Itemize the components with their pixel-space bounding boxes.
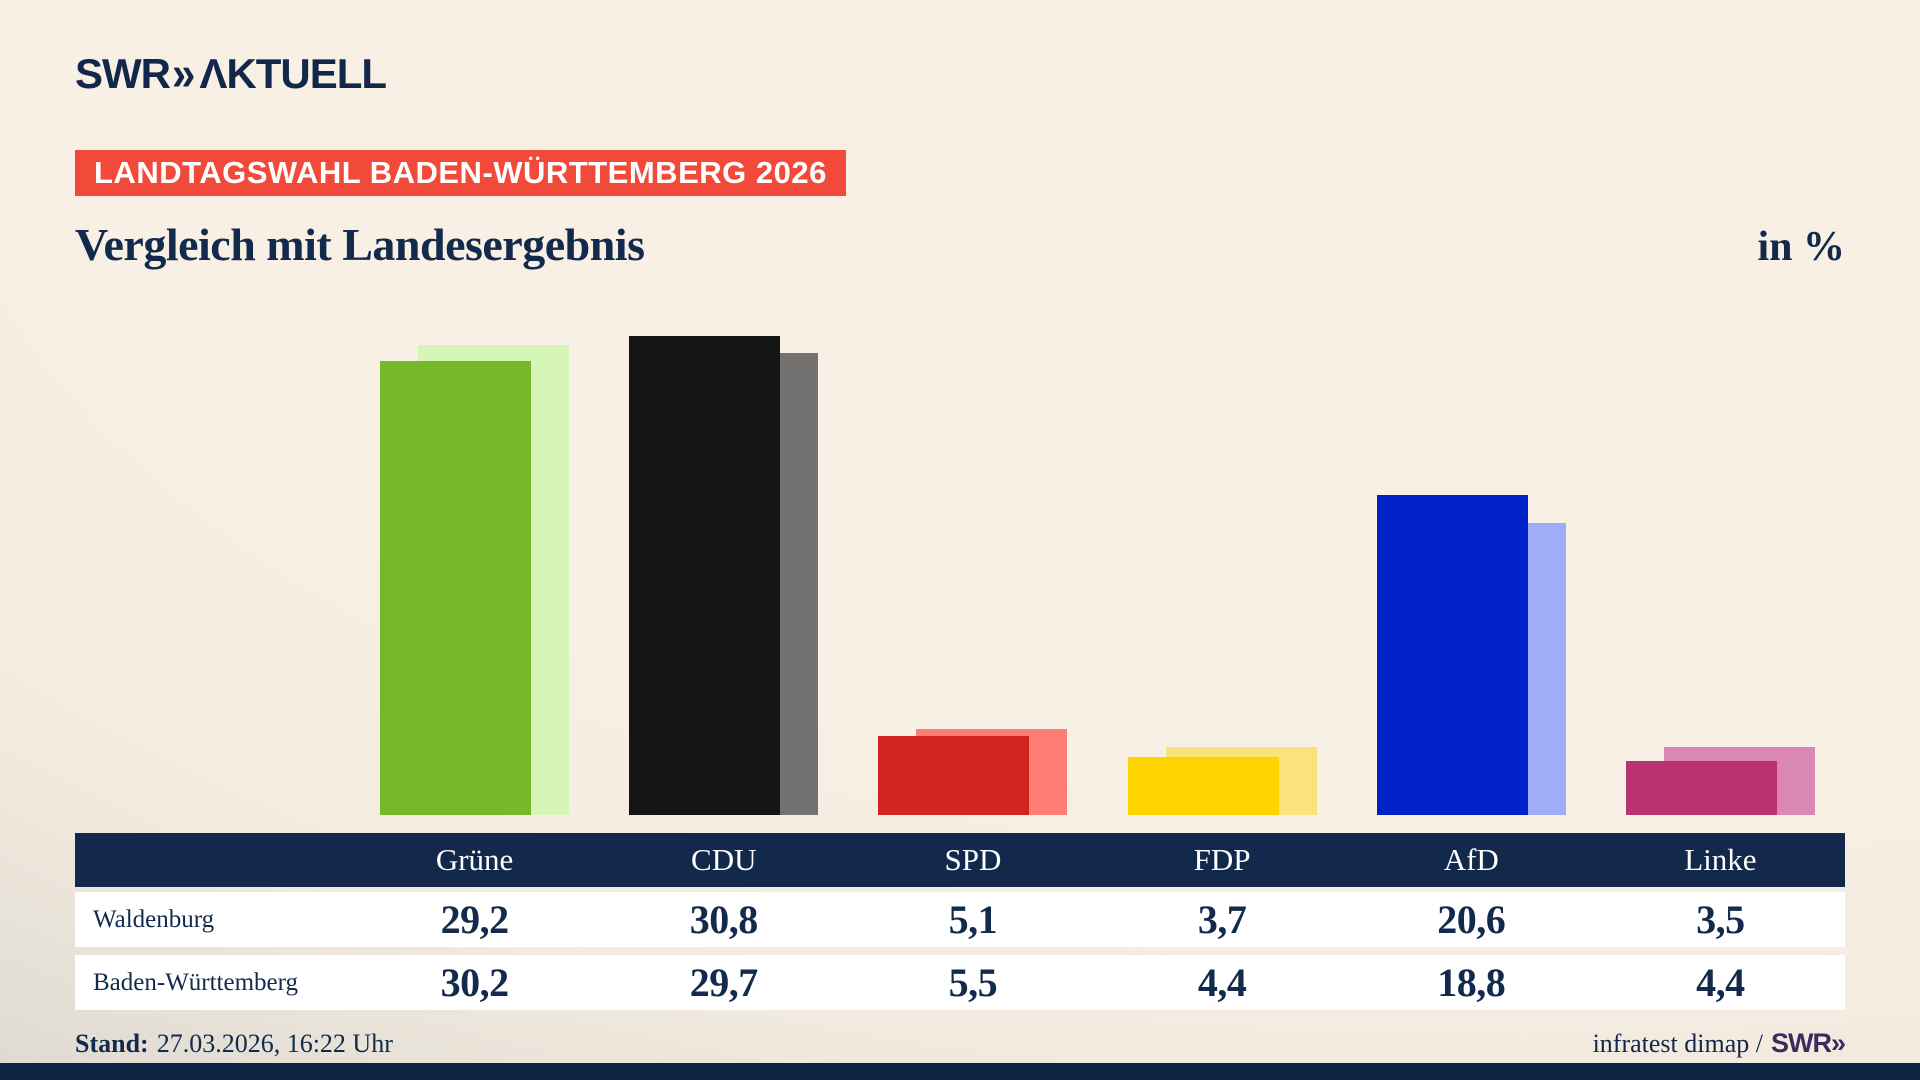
table-body: Waldenburg 29,2 30,8 5,1 3,7 20,6 3,5 Baden-Wür… bbox=[75, 892, 1845, 1010]
bar-chart bbox=[75, 330, 1845, 815]
row-label: Baden-Württemberg bbox=[93, 968, 299, 996]
bar-group-spd bbox=[878, 330, 1068, 815]
table-cell: 30,2 bbox=[440, 960, 510, 1005]
chart-column-afd bbox=[1347, 330, 1596, 815]
bar-group-cdu bbox=[629, 330, 819, 815]
table-corner-cell bbox=[75, 833, 350, 887]
table-cell: 5,5 bbox=[948, 960, 998, 1005]
table-cell: 3,5 bbox=[1696, 897, 1745, 942]
bar-waldenburg-grüne bbox=[380, 361, 532, 815]
table-cell: 3,7 bbox=[1197, 897, 1247, 942]
swr-chevron-icon: » bbox=[172, 46, 195, 101]
table-cell: 29,2 bbox=[440, 897, 510, 942]
table-cell: 18,8 bbox=[1437, 960, 1506, 1005]
chart-column-spd bbox=[848, 330, 1097, 815]
column-header-fdp: FDP bbox=[1193, 842, 1251, 877]
infographic: SWR» ΛKTUELL LANDTAGSWAHL BADEN-WÜRTTEMBE… bbox=[75, 0, 1846, 1080]
swr-aktuell-logo: SWR» ΛKTUELL bbox=[75, 46, 387, 100]
chart-column-linke bbox=[1596, 330, 1845, 815]
bottom-bar bbox=[0, 1063, 1920, 1080]
aktuell-logo-text: ΛKTUELL bbox=[199, 50, 387, 97]
title-row: Vergleich mit Landesergebnis in % bbox=[75, 218, 1845, 271]
timestamp-label: Stand: bbox=[75, 1029, 149, 1058]
bar-group-grüne bbox=[380, 330, 570, 815]
unit-label: in % bbox=[1757, 224, 1845, 270]
column-header-spd: SPD bbox=[944, 842, 1002, 877]
column-header-linke: Linke bbox=[1684, 842, 1757, 877]
bar-waldenburg-linke bbox=[1625, 761, 1777, 815]
row-label: Waldenburg bbox=[93, 905, 215, 933]
bar-waldenburg-fdp bbox=[1127, 757, 1279, 815]
source-text: infratest dimap / bbox=[1592, 1029, 1763, 1058]
swr-source-logo: SWR» bbox=[1770, 1028, 1846, 1058]
page-title: Vergleich mit Landesergebnis bbox=[75, 219, 645, 270]
source-credit: infratest dimap / SWR» bbox=[1592, 1028, 1846, 1059]
table-row-baden-w-rttemberg: Baden-Württemberg 30,2 29,7 5,5 4,4 18,8 4,4 bbox=[75, 955, 1845, 1010]
swr-logo-text: SWR bbox=[75, 50, 171, 97]
table-cell: 4,4 bbox=[1197, 960, 1247, 1005]
column-header-grüne: Grüne bbox=[435, 842, 514, 877]
table-cell: 30,8 bbox=[689, 897, 759, 942]
column-header-afd: AfD bbox=[1443, 842, 1499, 877]
bar-group-afd bbox=[1376, 330, 1566, 815]
results-table: Grüne CDU SPD FDP AfD Linke Waldenburg 29,2 30,… bbox=[75, 833, 1845, 1018]
table-cell: 20,6 bbox=[1437, 897, 1506, 942]
chart-column-grüne bbox=[350, 330, 599, 815]
bar-group-linke bbox=[1625, 330, 1815, 815]
timestamp: Stand: 27.03.2026, 16:22 Uhr bbox=[75, 1029, 393, 1059]
table-cell: 4,4 bbox=[1696, 960, 1745, 1005]
table-header-row: Grüne CDU SPD FDP AfD Linke bbox=[75, 833, 1845, 887]
timestamp-value: 27.03.2026, 16:22 Uhr bbox=[156, 1029, 393, 1058]
column-header-cdu: CDU bbox=[691, 842, 757, 877]
bar-group-fdp bbox=[1127, 330, 1317, 815]
footer: Stand: 27.03.2026, 16:22 Uhr infratest di… bbox=[75, 1028, 1846, 1059]
bar-waldenburg-afd bbox=[1376, 495, 1528, 815]
bar-waldenburg-cdu bbox=[629, 336, 781, 815]
chart-column-fdp bbox=[1098, 330, 1347, 815]
table-row-waldenburg: Waldenburg 29,2 30,8 5,1 3,7 20,6 3,5 bbox=[75, 892, 1845, 947]
table-cell: 29,7 bbox=[689, 960, 759, 1005]
election-badge: LANDTAGSWAHL BADEN-WÜRTTEMBERG 2026 bbox=[75, 150, 846, 196]
chart-left-spacer bbox=[75, 330, 350, 815]
chart-column-cdu bbox=[599, 330, 848, 815]
table-cell: 5,1 bbox=[948, 897, 998, 942]
bar-waldenburg-spd bbox=[878, 736, 1030, 815]
